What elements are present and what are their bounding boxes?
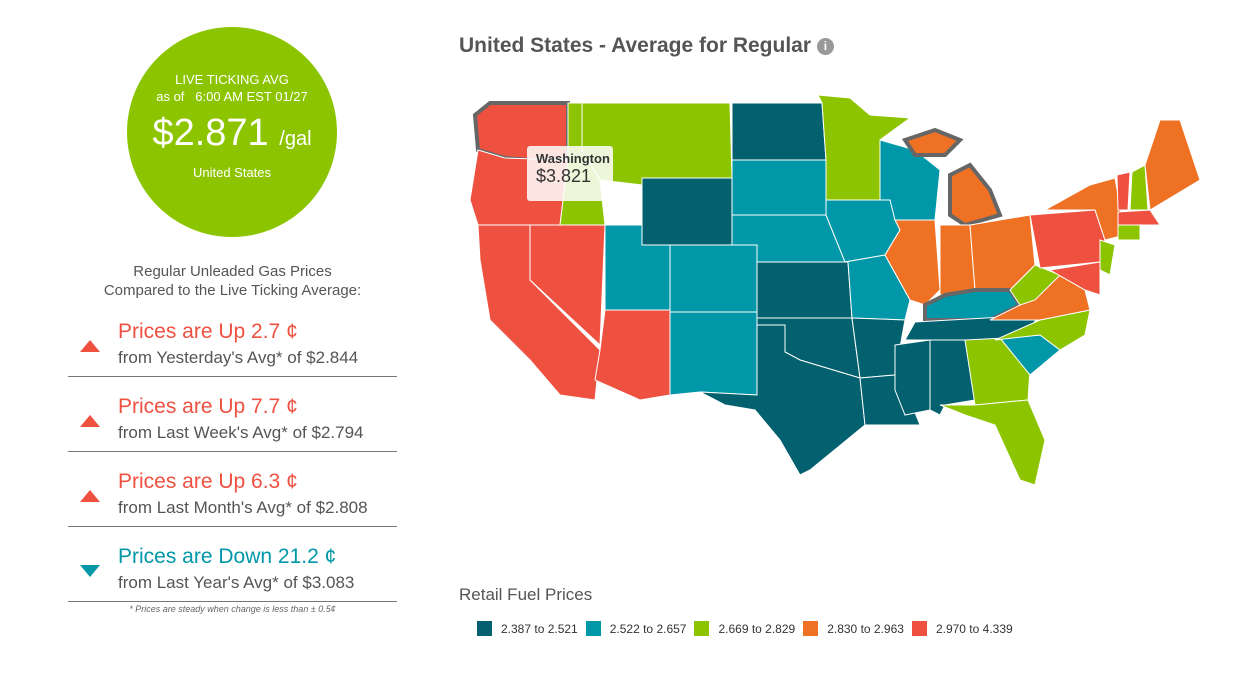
legend-swatch [803, 621, 819, 636]
state-nm[interactable] [669, 311, 758, 396]
live-average-circle: LIVE TICKING AVG as of 6:00 AM EST 01/27… [127, 27, 337, 237]
comparison-row: Prices are Up 6.3 ¢ from Last Month's Av… [68, 470, 397, 527]
map-title-text: United States - Average for Regular [459, 34, 812, 57]
change-baseline: from Last Month's Avg* of $2.808 [118, 498, 368, 517]
live-price: $2.871 /gal [127, 112, 337, 155]
price-value: $2.871 [152, 112, 269, 154]
legend-label: 2.830 to 2.963 [827, 621, 904, 636]
legend-swatch [477, 621, 492, 636]
state-in[interactable] [939, 224, 976, 296]
comparison-heading: Regular Unleaded Gas Prices Compared to … [60, 262, 405, 300]
comparison-row: Prices are Up 2.7 ¢ from Yesterday's Avg… [68, 320, 397, 377]
change-title: Prices are Up 6.3 ¢ [118, 470, 298, 493]
state-nd[interactable] [731, 102, 827, 161]
legend-item: 2.830 to 2.963 [803, 621, 904, 636]
heading-line: Compared to the Live Ticking Average: [103, 282, 362, 299]
map-title: United States - Average for Regular i [459, 34, 834, 58]
comparison-row: Prices are Down 21.2 ¢ from Last Year's … [68, 545, 397, 602]
legend-swatch [694, 621, 710, 636]
legend-title: Retail Fuel Prices [459, 585, 593, 604]
state-nj[interactable] [1099, 239, 1116, 276]
legend-item: 2.522 to 2.657 [585, 621, 687, 636]
heading-line: Regular Unleaded Gas Prices [133, 263, 332, 280]
state-md[interactable] [1048, 261, 1101, 296]
legend-item: 2.970 to 4.339 [911, 621, 1013, 636]
state-ms[interactable] [894, 339, 931, 416]
live-label: LIVE TICKING AVG [175, 72, 289, 87]
info-icon[interactable]: i [816, 38, 834, 55]
change-title: Prices are Up 2.7 ¢ [118, 320, 298, 343]
state-mi[interactable] [901, 127, 964, 157]
state-tooltip: Washington $3.821 [527, 146, 613, 201]
state-az[interactable] [594, 309, 671, 401]
legend-label: 2.970 to 4.339 [935, 621, 1013, 636]
state-il[interactable] [884, 219, 941, 306]
state-vt[interactable] [1116, 171, 1131, 211]
legend-item: 2.387 to 2.521 [477, 621, 578, 636]
arrow-up-icon [80, 490, 100, 502]
change-baseline: from Yesterday's Avg* of $2.844 [118, 348, 359, 367]
state-tx[interactable] [699, 324, 866, 476]
state-co[interactable] [669, 244, 758, 313]
steady-note: * Prices are steady when change is less … [129, 604, 336, 614]
state-ks[interactable] [756, 261, 853, 319]
price-unit: /gal [279, 128, 312, 150]
state-pa[interactable] [1029, 209, 1106, 269]
change-baseline: from Last Year's Avg* of $3.083 [118, 573, 355, 592]
legend-swatch [585, 621, 601, 636]
tooltip-state: Washington [536, 151, 610, 166]
state-mi[interactable] [948, 162, 1003, 228]
arrow-up-icon [80, 340, 100, 352]
tooltip-price: $3.821 [536, 166, 592, 186]
change-baseline: from Last Week's Avg* of $2.794 [118, 423, 364, 442]
change-title: Prices are Down 21.2 ¢ [118, 545, 337, 568]
comparison-row: Prices are Up 7.7 ¢ from Last Week's Avg… [68, 395, 397, 452]
legend-label: 2.669 to 2.829 [718, 621, 796, 636]
state-wy[interactable] [641, 177, 733, 246]
state-sd[interactable] [731, 159, 827, 216]
region-label: United States [192, 165, 272, 180]
state-me[interactable] [1144, 119, 1201, 211]
legend-label: 2.522 to 2.657 [609, 621, 687, 636]
state-fl[interactable] [939, 399, 1046, 486]
arrow-down-icon [80, 565, 100, 577]
legend-label: 2.387 to 2.521 [501, 621, 578, 636]
state-wv[interactable] [1009, 264, 1061, 306]
change-title: Prices are Up 7.7 ¢ [118, 395, 298, 418]
state-ct[interactable] [1117, 224, 1141, 241]
legend: 2.387 to 2.521 2.522 to 2.657 2.669 to 2.8… [477, 621, 1013, 636]
legend-item: 2.669 to 2.829 [694, 621, 795, 636]
state-ma[interactable] [1117, 209, 1161, 226]
as-of-time: as of 6:00 AM EST 01/27 [156, 89, 308, 104]
arrow-up-icon [80, 415, 100, 427]
legend-swatch [911, 621, 927, 636]
